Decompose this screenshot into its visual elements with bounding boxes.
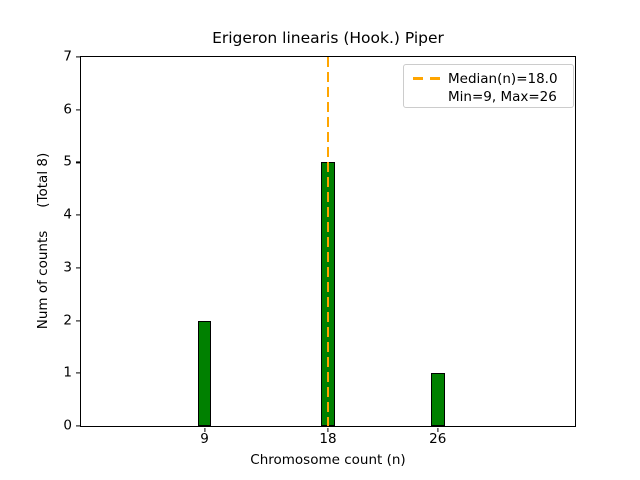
y-tick-label: 5 [63,153,72,170]
x-tick [327,428,329,432]
y-axis-total-annotation: (Total 8) [35,152,51,208]
x-tick-label: 26 [429,431,447,447]
median-line [326,57,330,426]
y-tick-label: 1 [63,364,72,381]
y-tick-label: 3 [63,259,72,276]
legend-label-minmax: Min=9, Max=26 [448,88,557,105]
y-tick [76,161,80,164]
x-tick-label: 18 [319,431,337,447]
y-axis-label: Num of counts (Total 8) [35,153,51,329]
x-tick [203,428,206,432]
legend: Median(n)=18.0 Min=9, Max=26 [403,64,574,108]
y-tick [76,109,80,111]
y-tick-label: 0 [63,417,72,434]
y-tick [76,56,80,58]
y-tick-label: 7 [63,48,72,65]
y-tick-label: 4 [63,206,72,223]
y-tick [76,214,80,216]
bar [430,373,445,426]
legend-empty-handle [413,95,440,98]
median-dashed-line-handle [413,77,440,80]
legend-entry-median: Median(n)=18.0 [413,70,565,87]
y-tick [76,267,80,269]
chart-title: Erigeron linearis (Hook.) Piper [212,29,444,47]
y-tick-label: 6 [63,100,72,117]
y-tick-label: 2 [63,311,72,328]
x-tick [437,428,439,432]
legend-label-median: Median(n)=18.0 [448,70,558,87]
y-tick [76,425,80,427]
x-tick-label: 9 [200,431,209,447]
bar [197,320,212,426]
x-axis-label: Chromosome count (n) [250,452,406,468]
legend-entry-minmax: Min=9, Max=26 [413,88,565,105]
y-tick [76,319,80,322]
y-axis-label-text: Num of counts [35,230,51,330]
plot-area: 0 1 2 3 4 5 6 7 9 18 26 [63,50,576,446]
y-tick [76,372,80,374]
